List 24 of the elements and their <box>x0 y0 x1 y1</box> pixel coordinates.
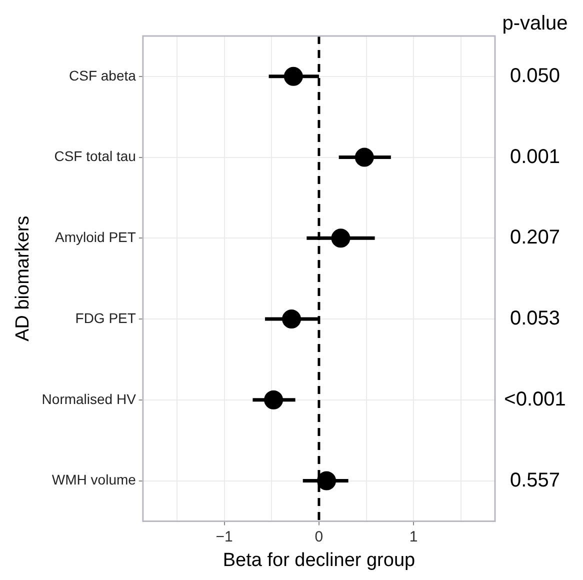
y-tick-label: CSF total tau <box>54 148 136 164</box>
point <box>331 228 350 248</box>
point <box>282 310 302 329</box>
text: 0.001 <box>510 146 560 168</box>
text: 0.207 <box>510 226 560 249</box>
y-tick-label: CSF abeta <box>69 67 136 84</box>
point <box>264 390 284 410</box>
point <box>354 148 374 167</box>
y-axis-title: AD biomarkers <box>12 216 34 342</box>
x-axis-title: Beta for decliner group <box>222 550 416 571</box>
x-tick-label: −1 <box>216 528 233 546</box>
text: 0.557 <box>510 469 560 492</box>
y-tick-label: Normalised HV <box>42 390 137 407</box>
y-tick-label: Amyloid PET <box>55 229 136 246</box>
text: p-value <box>502 12 568 35</box>
text: 0.053 <box>510 308 560 330</box>
x-tick-label: 0 <box>314 528 324 546</box>
text: <0.001 <box>504 388 566 410</box>
text: 0.050 <box>510 64 560 87</box>
point <box>284 66 303 86</box>
y-tick-label: WMH volume <box>52 472 136 488</box>
x-tick-label: 1 <box>409 528 418 546</box>
y-tick-label: FDG PET <box>75 310 136 326</box>
point <box>317 471 336 490</box>
